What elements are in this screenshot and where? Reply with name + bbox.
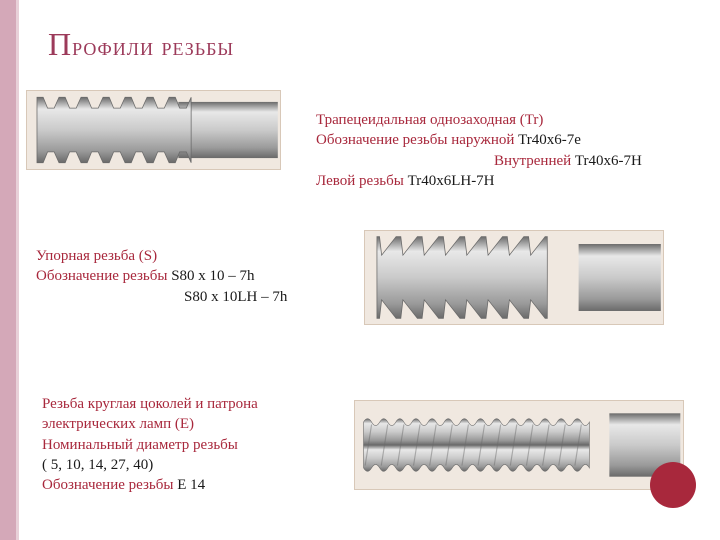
- buttress-line3-value: S80 x 10LH – 7h: [184, 289, 287, 305]
- round-line1: Резьба круглая цоколей и патрона: [42, 396, 258, 412]
- trap-line3-value: Tr40x6-7H: [575, 153, 642, 169]
- trap-line4-label: Левой резьбы: [316, 173, 408, 189]
- round-text: Резьба круглая цоколей и патрона электри…: [42, 394, 352, 495]
- trap-line4-value: Tr40x6LH-7H: [408, 173, 495, 189]
- round-line5-value: Е 14: [177, 477, 205, 493]
- buttress-text: Упорная резьба (S) Обозначение резьбы S8…: [36, 246, 356, 307]
- side-border: [0, 0, 16, 540]
- round-line5-label: Обозначение резьбы: [42, 477, 177, 493]
- round-line3: Номинальный диаметр резьбы: [42, 437, 238, 453]
- buttress-line2-value: S80 x 10 – 7h: [171, 268, 254, 284]
- thread-image-buttress: [364, 230, 664, 325]
- round-line4: ( 5, 10, 14, 27, 40): [42, 457, 153, 473]
- thread-image-round: [354, 400, 684, 490]
- trap-line2-value: Tr40x6-7e: [518, 132, 581, 148]
- buttress-line2-label: Обозначение резьбы: [36, 268, 171, 284]
- trap-line3-label: Внутренней: [494, 153, 575, 169]
- trapezoidal-text: Трапецеидальная однозаходная (Tr) Обозна…: [316, 110, 706, 191]
- accent-circle: [650, 462, 696, 508]
- side-border-inner: [16, 0, 19, 540]
- trap-line1: Трапецеидальная однозаходная (Tr): [316, 112, 543, 128]
- thread-image-trapezoidal: [26, 90, 281, 170]
- trap-line2-label: Обозначение резьбы наружной: [316, 132, 518, 148]
- title-rest: рофили резьбы: [72, 32, 234, 61]
- round-line2: электрических ламп (Е): [42, 416, 194, 432]
- page-title: Профили резьбы: [48, 26, 234, 63]
- buttress-line1: Упорная резьба (S): [36, 248, 157, 264]
- title-first-letter: П: [48, 26, 72, 62]
